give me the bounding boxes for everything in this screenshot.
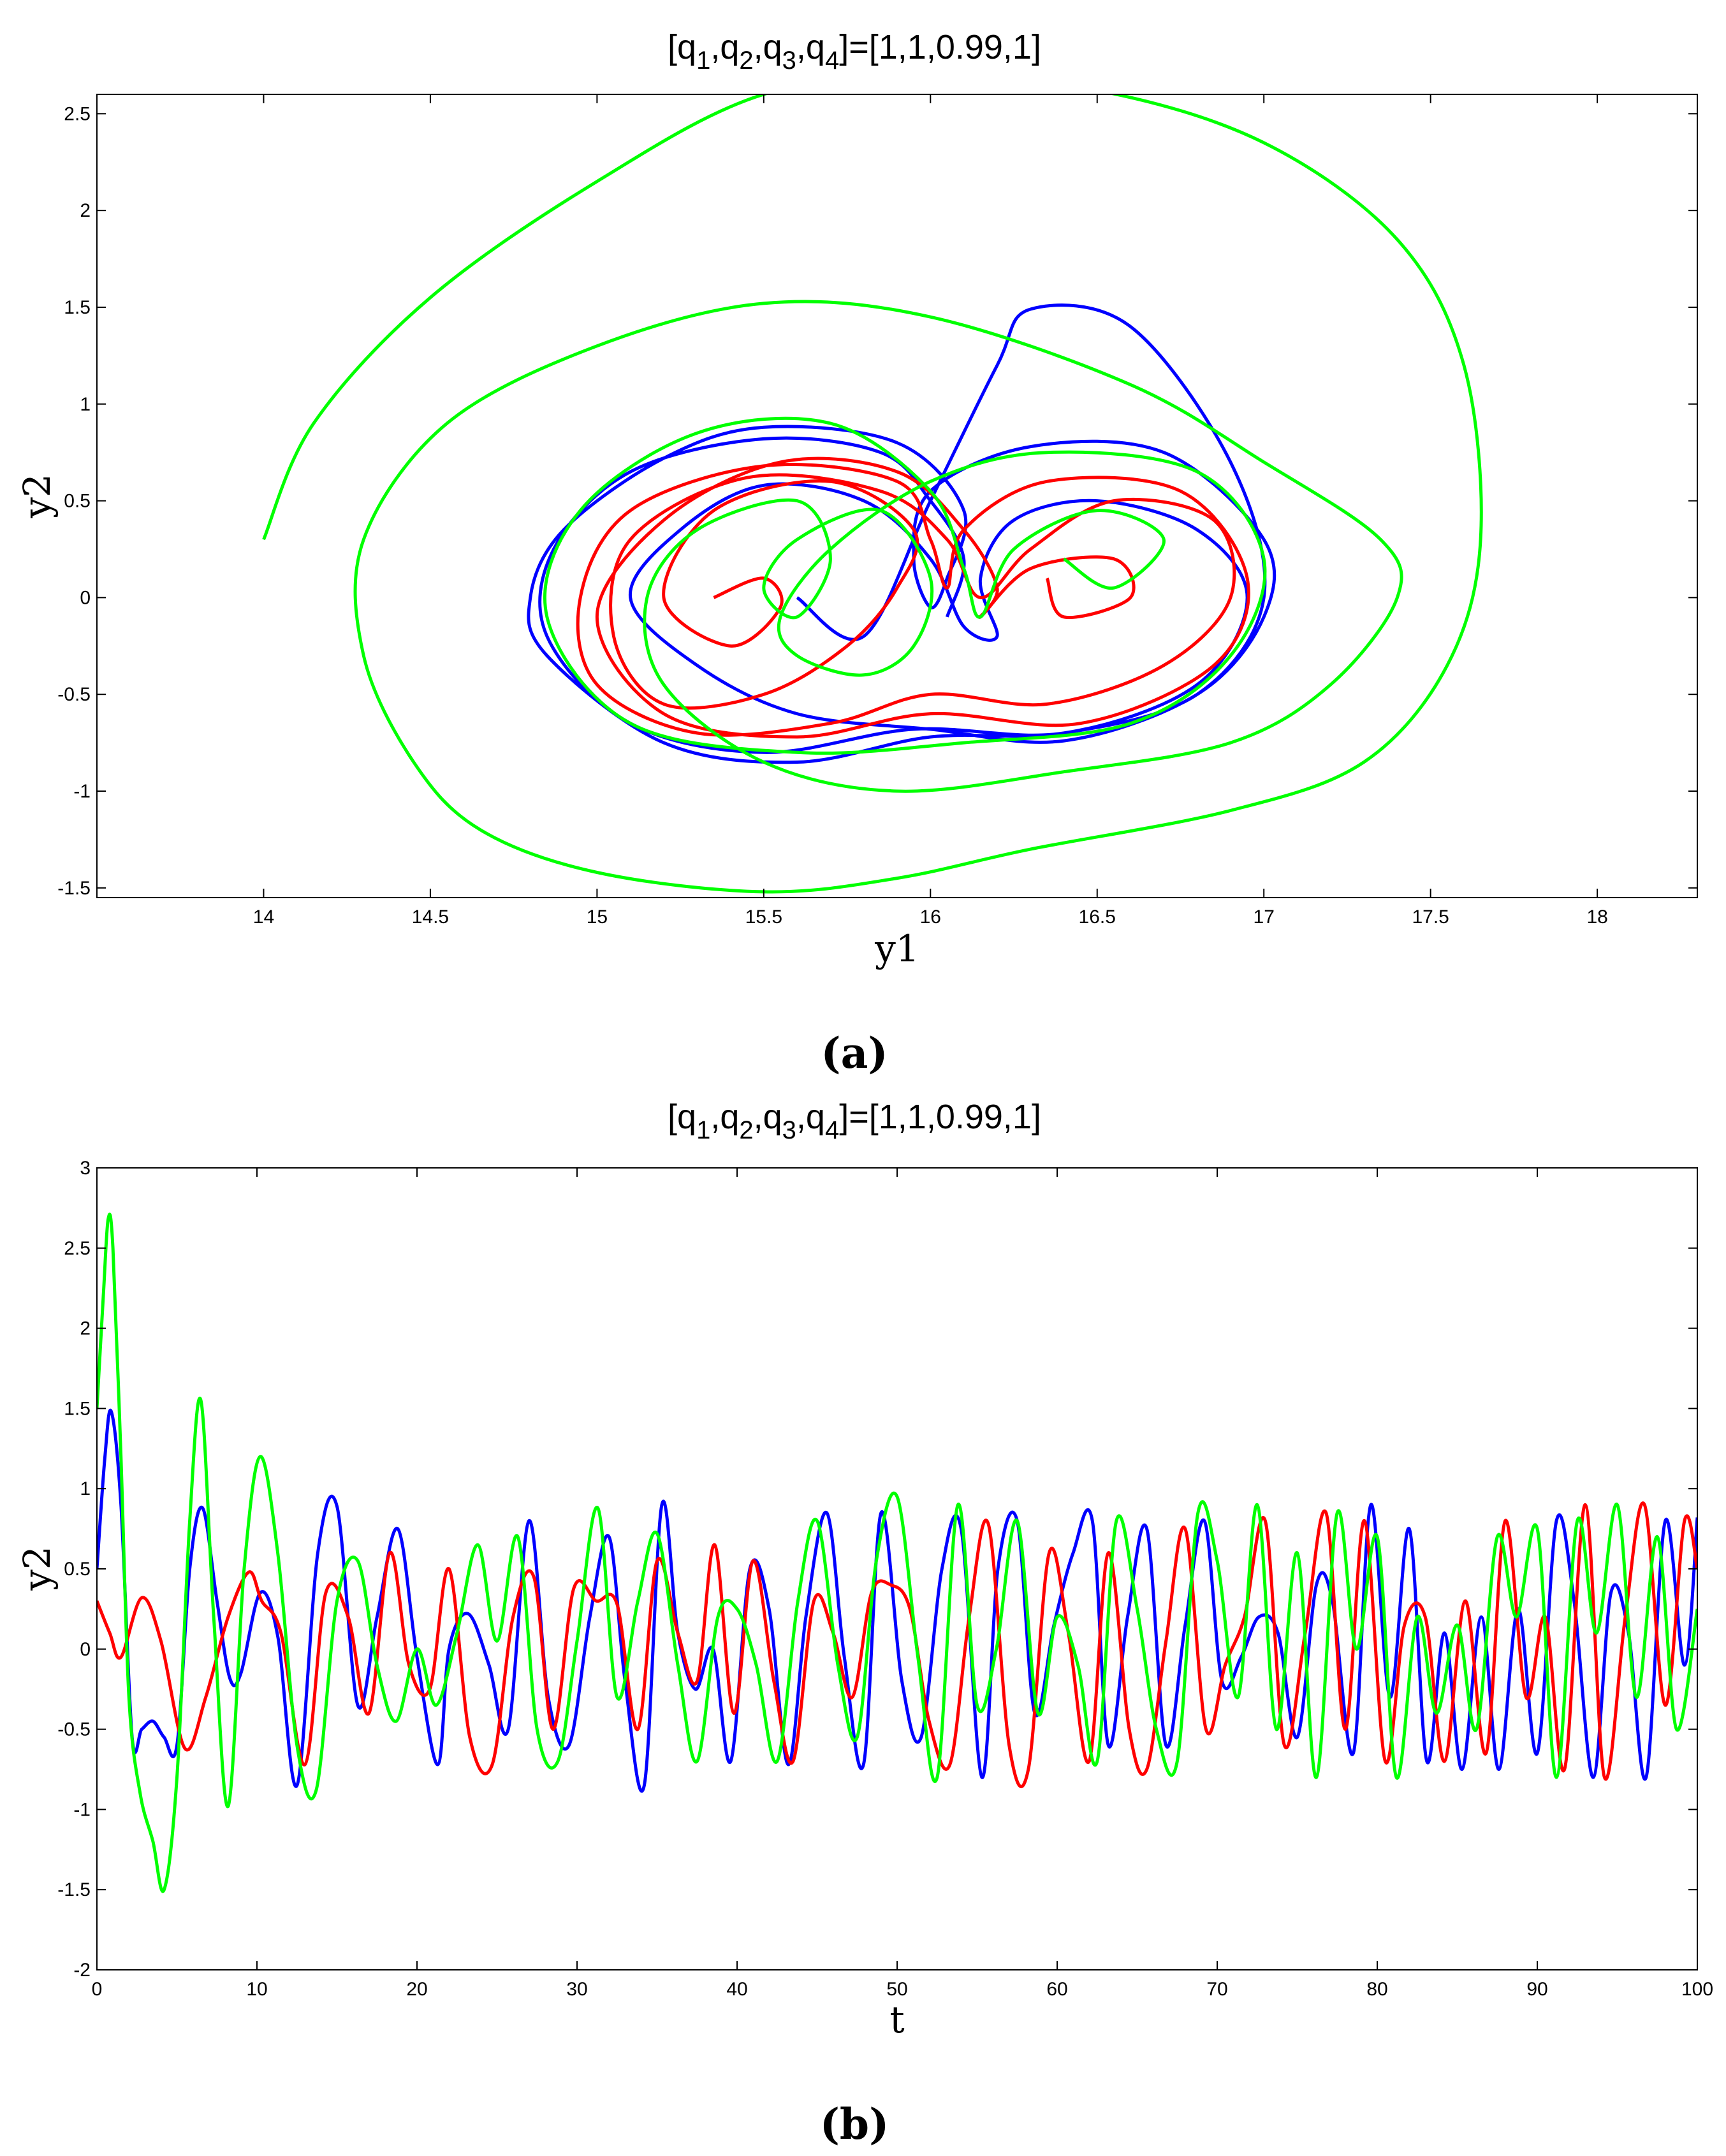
panel-a-xtick-label: 15.5 <box>745 907 782 928</box>
panel-b-xtick-label: 50 <box>886 1979 907 2000</box>
panel-b-ytick-label: -2 <box>73 1960 91 1981</box>
panel-a-label: (a) <box>821 1028 888 1078</box>
panel-a-series-2 <box>262 94 1483 894</box>
panel-b-xtick-label: 90 <box>1526 1979 1547 2000</box>
panel-a-title: [q1,q2,q3,q4]=[1,1,0.99,1] <box>668 28 1041 75</box>
panel-b-xtick-label: 20 <box>406 1979 427 2000</box>
panel-a-axes-box <box>96 94 1698 898</box>
panel-a-ytick-label: 2 <box>80 200 91 221</box>
panel-a-xtick-label: 18 <box>1586 907 1607 928</box>
panel-a-ytick-label: 0 <box>80 587 91 608</box>
panel-a-ytick-label: 1 <box>80 394 91 415</box>
panel-b-xtick-label: 80 <box>1366 1979 1387 2000</box>
panel-a-xtick-label: 14.5 <box>412 907 449 928</box>
panel-a-ytick-label: 2.5 <box>64 103 91 124</box>
panel-b-series-1 <box>97 1501 1697 1788</box>
panel-b-ytick-label: 1.5 <box>64 1398 91 1419</box>
panel-a-series-1 <box>576 456 1250 739</box>
panel-a-ylabel: y2 <box>15 474 59 519</box>
panel-b-ytick-label: -1 <box>73 1799 91 1820</box>
panel-b-xtick-label: 0 <box>92 1979 103 2000</box>
panel-a-ytick-label: -0.5 <box>57 684 91 705</box>
panel-b-xtick-label: 10 <box>246 1979 267 2000</box>
panel-a-xtick-label: 16.5 <box>1079 907 1116 928</box>
panel-b-xlabel: t <box>889 1998 904 2041</box>
panel-b-label: (b) <box>820 2099 889 2149</box>
panel-b-xtick-label: 40 <box>726 1979 747 2000</box>
panel-b-xtick-label: 60 <box>1046 1979 1067 2000</box>
panel-b-title: [q1,q2,q3,q4]=[1,1,0.99,1] <box>668 1098 1041 1144</box>
panel-a-xtick-label: 16 <box>920 907 941 928</box>
panel-b-ytick-label: -1.5 <box>57 1879 91 1900</box>
panel-b-ytick-label: -0.5 <box>57 1719 91 1740</box>
panel-b-ytick-label: 2.5 <box>64 1238 91 1259</box>
panel-a-xtick-label: 17 <box>1254 907 1275 928</box>
panel-a-ytick-label: 1.5 <box>64 297 91 318</box>
panel-b-ytick-label: 0.5 <box>64 1559 91 1580</box>
panel-b-ytick-label: 0 <box>80 1639 91 1660</box>
panel-a-chart: [q1,q2,q3,q4]=[1,1,0.99,1] 14 14.5 15 15.5 1… <box>15 28 1698 1078</box>
panel-b-series-2 <box>97 1213 1697 1893</box>
panel-b-chart: [q1,q2,q3,q4]=[1,1,0.99,1] 0 10 20 30 40 50 60… <box>15 1098 1713 2149</box>
panel-b-xtick-label: 30 <box>566 1979 587 2000</box>
panel-b-ytick-label: 3 <box>80 1158 91 1179</box>
panel-a-ytick-label: 0.5 <box>64 491 91 512</box>
panel-a-xtick-label: 17.5 <box>1412 907 1449 928</box>
panel-b-xtick-label: 70 <box>1206 1979 1227 2000</box>
panel-a-xlabel: y1 <box>874 927 919 970</box>
panel-a-xtick-label: 14 <box>253 907 274 928</box>
panel-a-series-0 <box>527 303 1276 764</box>
panel-b-plot-area <box>97 1168 1697 1970</box>
panel-b-ytick-label: 1 <box>80 1478 91 1499</box>
panel-a-ytick-label: -1.5 <box>57 878 91 899</box>
panel-b-xtick-label: 100 <box>1681 1979 1713 2000</box>
panel-a-xtick-label: 15 <box>587 907 608 928</box>
panel-a-ytick-label: -1 <box>73 781 91 802</box>
panel-b-ytick-label: 2 <box>80 1318 91 1339</box>
panel-b-ylabel: y2 <box>15 1546 59 1591</box>
